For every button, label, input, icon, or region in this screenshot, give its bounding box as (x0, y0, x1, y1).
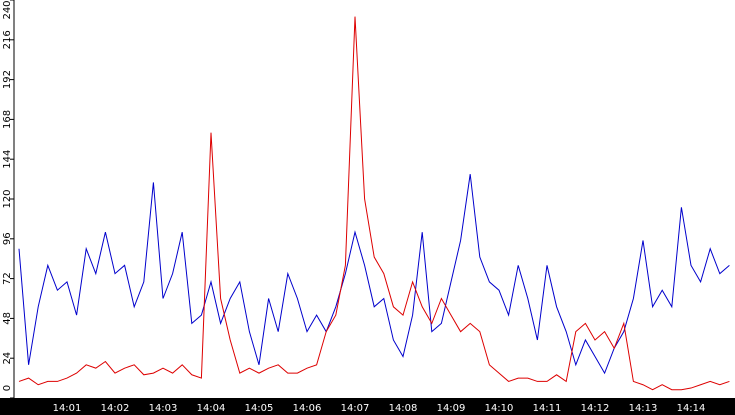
x-tick-label: 14:01 (53, 403, 82, 414)
x-tick-label: 14:06 (293, 403, 322, 414)
y-tick-label: 96 (2, 232, 13, 245)
x-tick-label: 14:12 (581, 403, 610, 414)
y-tick-label: 240 (2, 0, 13, 19)
y-tick-label: 72 (2, 272, 13, 285)
x-tick-label: 14:02 (101, 403, 130, 414)
x-tick-label: 14:09 (437, 403, 466, 414)
x-tick-label: 14:07 (341, 403, 370, 414)
series-line (18, 16, 730, 391)
y-tick-label: 144 (2, 150, 13, 169)
x-tick-label: 14:10 (485, 403, 514, 414)
x-tick-label: 14:11 (533, 403, 562, 414)
series-line (18, 174, 730, 375)
y-tick-label: 120 (2, 189, 13, 208)
y-tick-label: 168 (2, 110, 13, 129)
x-tick-label: 14:05 (245, 403, 274, 414)
y-tick-label: 24 (2, 352, 13, 365)
x-tick-label: 14:14 (677, 403, 706, 414)
y-tick-label: 192 (2, 70, 13, 89)
x-tick-label: 14:08 (389, 403, 418, 414)
x-tick-label: 14:04 (197, 403, 226, 414)
x-tick-label: 14:13 (629, 403, 658, 414)
y-tick-label: 216 (2, 30, 13, 49)
x-tick-label: 14:03 (149, 403, 178, 414)
time-bar (0, 398, 735, 415)
y-tick-label: 0 (2, 385, 13, 391)
y-tick-label: 48 (2, 312, 13, 325)
